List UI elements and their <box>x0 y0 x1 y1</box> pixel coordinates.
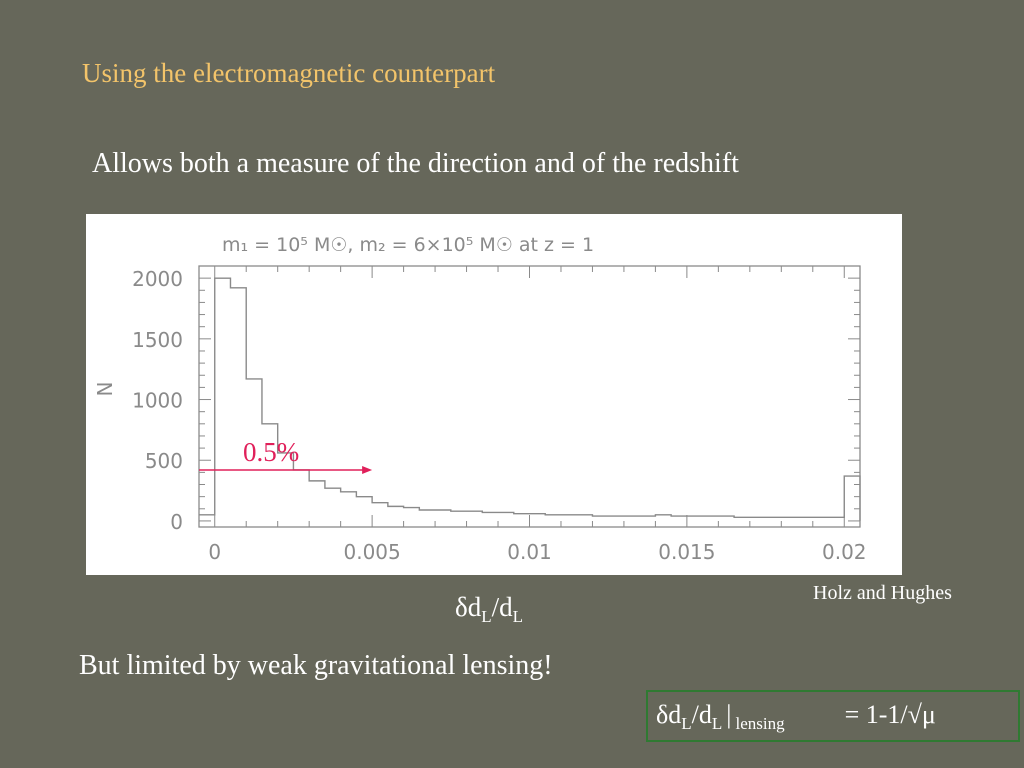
y-tick-labels: 0 500 1000 1500 2000 <box>132 267 183 534</box>
histogram-bin <box>498 512 514 527</box>
histogram-bin <box>372 503 388 527</box>
histogram-bins <box>199 278 860 527</box>
slide-title: Using the electromagnetic counterpart <box>82 58 496 88</box>
y-axis-label: N <box>93 382 117 397</box>
formula-rhs: = 1-1/√μ <box>844 700 936 729</box>
y-tick-label: 0 <box>170 510 183 534</box>
xlabel-mid: /d <box>491 592 513 622</box>
histogram-bin <box>419 510 435 527</box>
formula-sub-3: lensing <box>735 714 785 733</box>
histogram-series <box>199 277 861 521</box>
x-tick-label: 0.015 <box>658 540 715 564</box>
histogram-bin <box>750 517 766 527</box>
histogram-bin <box>844 476 860 527</box>
histogram-bin <box>325 488 341 527</box>
lensing-note: But limited by weak gravitational lensin… <box>79 650 553 681</box>
histogram-bin <box>356 497 372 527</box>
y-tick-label: 500 <box>145 449 183 473</box>
histogram-bin <box>341 492 357 527</box>
formula-lhs-b: /d <box>691 700 712 729</box>
histogram-bin <box>530 514 546 527</box>
histogram-bin <box>829 517 845 527</box>
xlabel-sub-2: L <box>512 607 524 626</box>
histogram-bin <box>467 511 483 527</box>
histogram-bin <box>781 517 797 527</box>
x-tick-labels: 0 0.005 0.01 0.015 0.02 <box>208 540 866 564</box>
annotation-label: 0.5% <box>243 437 299 467</box>
histogram-bin <box>797 517 813 527</box>
annotation-arrowhead <box>362 465 373 474</box>
histogram-bin <box>640 516 656 527</box>
histogram-bin <box>813 517 829 527</box>
histogram-bin <box>388 506 404 527</box>
histogram-bin <box>199 515 215 527</box>
histogram-bin <box>608 516 624 527</box>
histogram-chart: m₁ = 10⁵ M☉, m₂ = 6×10⁵ M☉ at z = 1 N 0 5… <box>93 234 867 564</box>
histogram-bin <box>766 517 782 527</box>
histogram-bin <box>482 512 498 527</box>
histogram-bin <box>451 511 467 527</box>
axis-ticks <box>199 266 860 527</box>
histogram-bin <box>577 515 593 527</box>
histogram-bin <box>734 517 750 527</box>
x-tick-label: 0.01 <box>507 540 552 564</box>
xlabel-sub-1: L <box>481 607 492 626</box>
histogram-bin <box>545 515 561 527</box>
histogram-bin <box>624 516 640 527</box>
y-tick-label: 1000 <box>132 389 183 413</box>
y-tick-label: 2000 <box>132 267 183 291</box>
figure-credit: Holz and Hughes <box>813 582 952 604</box>
histogram-bin <box>655 515 671 527</box>
formula-sub-2: L <box>711 714 723 733</box>
histogram-bin <box>514 514 530 527</box>
formula-sub-1: L <box>681 714 692 733</box>
histogram-bin <box>703 516 719 527</box>
histogram-bin <box>671 516 687 527</box>
xlabel-symbol: δd <box>455 592 482 622</box>
histogram-bin <box>561 515 577 527</box>
lensing-formula: δdL/dL | lensing = 1-1/√μ <box>656 700 936 734</box>
formula-lhs-a: δd <box>656 700 682 729</box>
lensing-formula-box: δdL/dL | lensing = 1-1/√μ <box>646 690 1020 742</box>
chart-title: m₁ = 10⁵ M☉, m₂ = 6×10⁵ M☉ at z = 1 <box>222 234 594 256</box>
histogram-figure: m₁ = 10⁵ M☉, m₂ = 6×10⁵ M☉ at z = 1 N 0 5… <box>86 214 902 575</box>
histogram-bin <box>404 508 420 527</box>
histogram-bin <box>687 516 703 527</box>
x-tick-label: 0 <box>208 540 221 564</box>
histogram-bin <box>293 470 309 527</box>
x-axis-label: δdL/dL <box>455 592 523 627</box>
y-tick-label: 1500 <box>132 328 183 352</box>
histogram-bin <box>230 288 246 527</box>
histogram-bin <box>718 516 734 527</box>
histogram-bin <box>215 278 231 527</box>
x-tick-label: 0.005 <box>343 540 400 564</box>
slide-subtitle: Allows both a measure of the direction a… <box>92 148 739 179</box>
histogram-bin <box>309 481 325 527</box>
formula-bar: | <box>726 700 732 729</box>
x-tick-label: 0.02 <box>822 540 867 564</box>
histogram-bin <box>592 516 608 527</box>
histogram-bin <box>435 510 451 527</box>
